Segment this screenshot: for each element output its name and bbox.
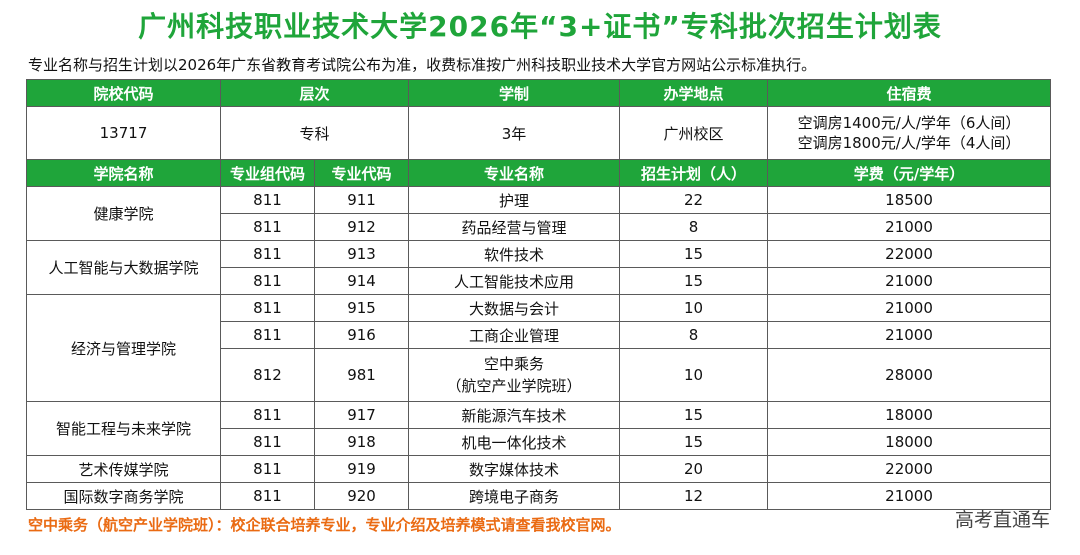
major-name-cell: 人工智能技术应用 — [408, 267, 621, 295]
major-code-cell: 918 — [313, 428, 410, 456]
duration-value: 3年 — [408, 106, 621, 160]
tuition-cell: 22000 — [767, 240, 1052, 268]
major-name-cell: 药品经营与管理 — [408, 213, 621, 241]
table-row: 艺术传媒学院 811 919 数字媒体技术 20 22000 — [26, 455, 1052, 483]
group-code-cell: 811 — [220, 482, 315, 510]
major-name-cell: 跨境电子商务 — [408, 482, 621, 510]
header-level: 层次 — [219, 79, 410, 107]
header-dorm: 住宿费 — [767, 79, 1052, 107]
tuition-cell: 22000 — [767, 455, 1052, 483]
table-row: 811 912 药品经营与管理 8 21000 — [27, 213, 1052, 241]
col-enrollment-plan: 招生计划（人） — [619, 159, 769, 187]
college-name: 人工智能与大数据学院 — [26, 240, 221, 295]
table-row: 经济与管理学院 811 915 大数据与会计 10 21000 — [26, 294, 1052, 402]
major-code-cell: 911 — [313, 186, 410, 214]
tuition-cell: 21000 — [767, 294, 1052, 322]
college-name: 智能工程与未来学院 — [26, 401, 221, 456]
group-code-cell: 811 — [220, 267, 315, 295]
info-header-row: 院校代码 层次 学制 办学地点 住宿费 — [26, 79, 1052, 107]
dorm-value: 空调房1400元/人/学年（6人间） 空调房1800元/人/学年（4人间） — [767, 106, 1052, 160]
major-code-cell: 914 — [313, 267, 410, 295]
group-code-cell: 811 — [220, 428, 315, 456]
table-row: 811 916 工商企业管理 8 21000 — [27, 321, 1052, 349]
major-name-cell: 机电一体化技术 — [408, 428, 621, 456]
col-group-code: 专业组代码 — [220, 159, 315, 187]
plan-cell: 10 — [619, 294, 769, 322]
major-name-cell: 软件技术 — [408, 240, 621, 268]
header-school-code: 院校代码 — [26, 79, 221, 107]
group-code-cell: 811 — [220, 294, 315, 322]
header-campus: 办学地点 — [619, 79, 769, 107]
watermark: 高考直通车 — [954, 509, 1050, 531]
plan-cell: 20 — [619, 455, 769, 483]
table-row: 811 914 人工智能技术应用 15 21000 — [27, 267, 1052, 295]
college-name: 健康学院 — [26, 186, 221, 241]
table-row: 人工智能与大数据学院 811 913 软件技术 15 22000 — [26, 240, 1052, 295]
campus-value: 广州校区 — [619, 106, 769, 160]
major-name-cell: 大数据与会计 — [408, 294, 621, 322]
major-code-cell: 912 — [313, 213, 410, 241]
tuition-cell: 21000 — [767, 213, 1052, 241]
major-code-cell: 915 — [313, 294, 410, 322]
footer-note: 空中乘务（航空产业学院班）：校企联合培养专业，专业介绍及培养模式请查看我校官网。 — [28, 516, 621, 534]
header-duration: 学制 — [408, 79, 621, 107]
group-code-cell: 811 — [220, 240, 315, 268]
school-code-value: 13717 — [26, 106, 221, 160]
plan-cell: 15 — [619, 401, 769, 429]
tuition-cell: 21000 — [767, 482, 1052, 510]
policy-note: 专业名称与招生计划以2026年广东省教育考试院公布为准，收费标准按广州科技职业技… — [28, 56, 817, 74]
tuition-cell: 28000 — [767, 348, 1052, 402]
info-row: 13717 专科 3年 广州校区 空调房1400元/人/学年（6人间） 空调房1… — [26, 106, 1052, 160]
level-value: 专科 — [219, 106, 410, 160]
plan-cell: 15 — [619, 240, 769, 268]
plan-cell: 8 — [619, 321, 769, 349]
group-code-cell: 811 — [220, 401, 315, 429]
page-title: 广州科技职业技术大学2026年“3+证书”专科批次招生计划表 — [138, 10, 942, 43]
group-code-cell: 811 — [220, 321, 315, 349]
major-code-cell: 919 — [313, 455, 410, 483]
group-code-cell: 812 — [220, 348, 315, 402]
table-row: 健康学院 811 911 护理 22 18500 — [26, 186, 1052, 241]
major-code-cell: 981 — [313, 348, 410, 402]
plan-cell: 8 — [619, 213, 769, 241]
dorm-option-6-person: 空调房1400元/人/学年（6人间） — [797, 114, 1021, 132]
major-name-subline: （航空产业学院班） — [446, 377, 582, 395]
major-name-cell: 护理 — [408, 186, 621, 214]
dorm-option-4-person: 空调房1800元/人/学年（4人间） — [797, 134, 1021, 152]
college-name: 经济与管理学院 — [26, 294, 221, 402]
plan-cell: 12 — [619, 482, 769, 510]
major-name-cell: 空中乘务 （航空产业学院班） — [408, 348, 621, 402]
col-major-code: 专业代码 — [313, 159, 410, 187]
tuition-cell: 21000 — [767, 267, 1052, 295]
tuition-cell: 18000 — [767, 401, 1052, 429]
col-tuition: 学费（元/学年） — [767, 159, 1052, 187]
major-name-cell: 工商企业管理 — [408, 321, 621, 349]
plan-cell: 10 — [619, 348, 769, 402]
column-header-row: 学院名称 专业组代码 专业代码 专业名称 招生计划（人） 学费（元/学年） — [26, 159, 1052, 187]
major-code-cell: 913 — [313, 240, 410, 268]
col-major-name: 专业名称 — [408, 159, 621, 187]
group-code-cell: 811 — [220, 186, 315, 214]
tuition-cell: 18500 — [767, 186, 1052, 214]
tuition-cell: 18000 — [767, 428, 1052, 456]
col-college-name: 学院名称 — [26, 159, 221, 187]
major-code-cell: 916 — [313, 321, 410, 349]
major-code-cell: 920 — [313, 482, 410, 510]
major-name-cell: 数字媒体技术 — [408, 455, 621, 483]
college-name: 艺术传媒学院 — [26, 455, 221, 483]
plan-cell: 22 — [619, 186, 769, 214]
major-code-cell: 917 — [313, 401, 410, 429]
major-name-cell: 新能源汽车技术 — [408, 401, 621, 429]
college-name: 国际数字商务学院 — [26, 482, 221, 510]
tuition-cell: 21000 — [767, 321, 1052, 349]
group-code-cell: 811 — [220, 213, 315, 241]
plan-cell: 15 — [619, 267, 769, 295]
major-name-line: 空中乘务 — [484, 355, 545, 373]
group-code-cell: 811 — [220, 455, 315, 483]
plan-cell: 15 — [619, 428, 769, 456]
enrollment-plan-table: 院校代码 层次 学制 办学地点 住宿费 13717 专科 3年 广州校区 空调房… — [26, 79, 1052, 510]
table-row: 智能工程与未来学院 811 917 新能源汽车技术 15 18000 — [26, 401, 1052, 456]
table-row: 812 981 空中乘务 （航空产业学院班） 10 28000 — [27, 348, 1052, 402]
table-row: 国际数字商务学院 811 920 跨境电子商务 12 21000 — [26, 482, 1052, 510]
